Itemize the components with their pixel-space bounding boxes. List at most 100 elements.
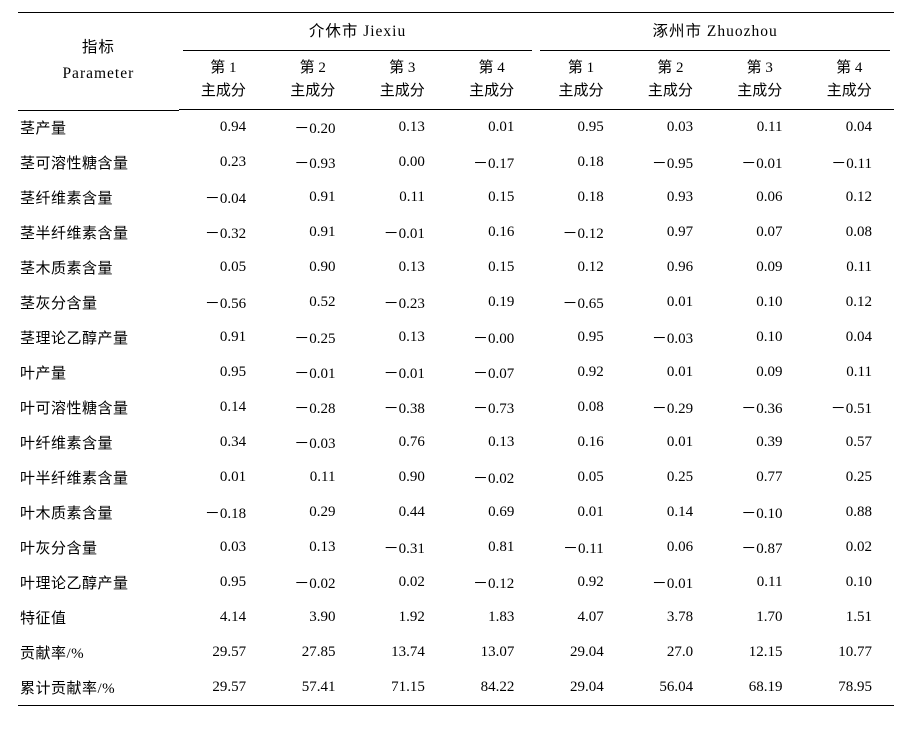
value-cell: 0.77: [715, 460, 804, 495]
parameter-cell: 累计贡献率/%: [18, 670, 179, 705]
header-pc: 第 2 主成分: [268, 51, 357, 110]
header-group-jiexiu: 介休市 Jiexiu: [179, 13, 537, 51]
value-cell: 0.39: [715, 425, 804, 460]
value-cell: 0.16: [447, 215, 536, 250]
parameter-cell: 叶半纤维素含量: [18, 460, 179, 495]
value-cell: －0.95: [626, 145, 715, 180]
table-row: 叶可溶性糖含量0.14－0.28－0.38－0.730.08－0.29－0.36…: [18, 390, 894, 425]
header-pc-line1: 第 1: [536, 57, 625, 80]
value-cell: 0.91: [179, 320, 268, 355]
value-cell: －0.01: [626, 565, 715, 600]
value-cell: －0.01: [358, 355, 447, 390]
value-cell: －0.28: [268, 390, 357, 425]
value-cell: 0.19: [447, 285, 536, 320]
value-cell: －0.87: [715, 530, 804, 565]
header-pc-line2: 主成分: [804, 80, 894, 103]
value-cell: －0.29: [626, 390, 715, 425]
value-cell: 0.09: [715, 250, 804, 285]
table-row: 贡献率/%29.5727.8513.7413.0729.0427.012.151…: [18, 635, 894, 670]
value-cell: －0.12: [447, 565, 536, 600]
value-cell: －0.23: [358, 285, 447, 320]
header-pc-line2: 主成分: [358, 80, 447, 103]
value-cell: 0.05: [179, 250, 268, 285]
value-cell: －0.11: [536, 530, 625, 565]
value-cell: 0.95: [536, 110, 625, 145]
value-cell: 0.91: [268, 215, 357, 250]
value-cell: 0.14: [626, 495, 715, 530]
value-cell: 0.29: [268, 495, 357, 530]
value-cell: 0.93: [626, 180, 715, 215]
parameter-cell: 特征值: [18, 600, 179, 635]
value-cell: 84.22: [447, 670, 536, 705]
table-row: 叶木质素含量－0.180.290.440.690.010.14－0.100.88: [18, 495, 894, 530]
value-cell: 0.13: [358, 110, 447, 145]
value-cell: 29.04: [536, 670, 625, 705]
value-cell: －0.56: [179, 285, 268, 320]
value-cell: 0.69: [447, 495, 536, 530]
parameter-cell: 茎理论乙醇产量: [18, 320, 179, 355]
value-cell: 1.92: [358, 600, 447, 635]
table-row: 叶理论乙醇产量0.95－0.020.02－0.120.92－0.010.110.…: [18, 565, 894, 600]
value-cell: 0.95: [179, 565, 268, 600]
value-cell: －0.18: [179, 495, 268, 530]
value-cell: 0.95: [179, 355, 268, 390]
value-cell: 0.11: [715, 110, 804, 145]
value-cell: 0.10: [715, 285, 804, 320]
value-cell: 0.44: [358, 495, 447, 530]
value-cell: 0.01: [626, 425, 715, 460]
parameter-cell: 叶理论乙醇产量: [18, 565, 179, 600]
value-cell: 29.04: [536, 635, 625, 670]
value-cell: －0.32: [179, 215, 268, 250]
value-cell: －0.17: [447, 145, 536, 180]
value-cell: 4.07: [536, 600, 625, 635]
value-cell: 10.77: [804, 635, 894, 670]
value-cell: 0.14: [179, 390, 268, 425]
value-cell: 0.90: [268, 250, 357, 285]
value-cell: －0.03: [626, 320, 715, 355]
parameter-cell: 茎木质素含量: [18, 250, 179, 285]
value-cell: －0.04: [179, 180, 268, 215]
header-pc-line1: 第 2: [268, 57, 357, 80]
value-cell: 0.11: [804, 355, 894, 390]
header-pc-line2: 主成分: [626, 80, 715, 103]
value-cell: 0.08: [536, 390, 625, 425]
table-row: 茎灰分含量－0.560.52－0.230.19－0.650.010.100.12: [18, 285, 894, 320]
header-group-zhuozhou: 涿州市 Zhuozhou: [536, 13, 894, 51]
page-container: 指标 Parameter 介休市 Jiexiu 涿州市 Zhuozhou 第 1…: [0, 0, 912, 724]
value-cell: 29.57: [179, 635, 268, 670]
value-cell: 56.04: [626, 670, 715, 705]
header-pc-line1: 第 4: [804, 57, 894, 80]
header-parameter: 指标 Parameter: [18, 13, 179, 110]
value-cell: 0.92: [536, 355, 625, 390]
value-cell: －0.12: [536, 215, 625, 250]
table-row: 叶产量0.95－0.01－0.01－0.070.920.010.090.11: [18, 355, 894, 390]
value-cell: 0.04: [804, 320, 894, 355]
value-cell: －0.65: [536, 285, 625, 320]
value-cell: 1.70: [715, 600, 804, 635]
value-cell: 0.06: [715, 180, 804, 215]
value-cell: －0.38: [358, 390, 447, 425]
header-pc-line1: 第 4: [447, 57, 536, 80]
header-pc: 第 1 主成分: [179, 51, 268, 110]
value-cell: 78.95: [804, 670, 894, 705]
header-pc-line2: 主成分: [179, 80, 268, 103]
value-cell: 0.90: [358, 460, 447, 495]
value-cell: 0.04: [804, 110, 894, 145]
value-cell: 0.81: [447, 530, 536, 565]
header-pc-line1: 第 3: [715, 57, 804, 80]
table-row: 茎理论乙醇产量0.91－0.250.13－0.000.95－0.030.100.…: [18, 320, 894, 355]
header-pc: 第 3 主成分: [358, 51, 447, 110]
value-cell: 3.78: [626, 600, 715, 635]
value-cell: 0.11: [804, 250, 894, 285]
value-cell: 27.85: [268, 635, 357, 670]
value-cell: 0.12: [536, 250, 625, 285]
table-row: 茎纤维素含量－0.040.910.110.150.180.930.060.12: [18, 180, 894, 215]
header-pc: 第 3 主成分: [715, 51, 804, 110]
value-cell: 0.01: [626, 355, 715, 390]
value-cell: 0.05: [536, 460, 625, 495]
value-cell: 0.01: [536, 495, 625, 530]
value-cell: －0.00: [447, 320, 536, 355]
parameter-cell: 叶产量: [18, 355, 179, 390]
value-cell: 0.18: [536, 145, 625, 180]
value-cell: －0.10: [715, 495, 804, 530]
